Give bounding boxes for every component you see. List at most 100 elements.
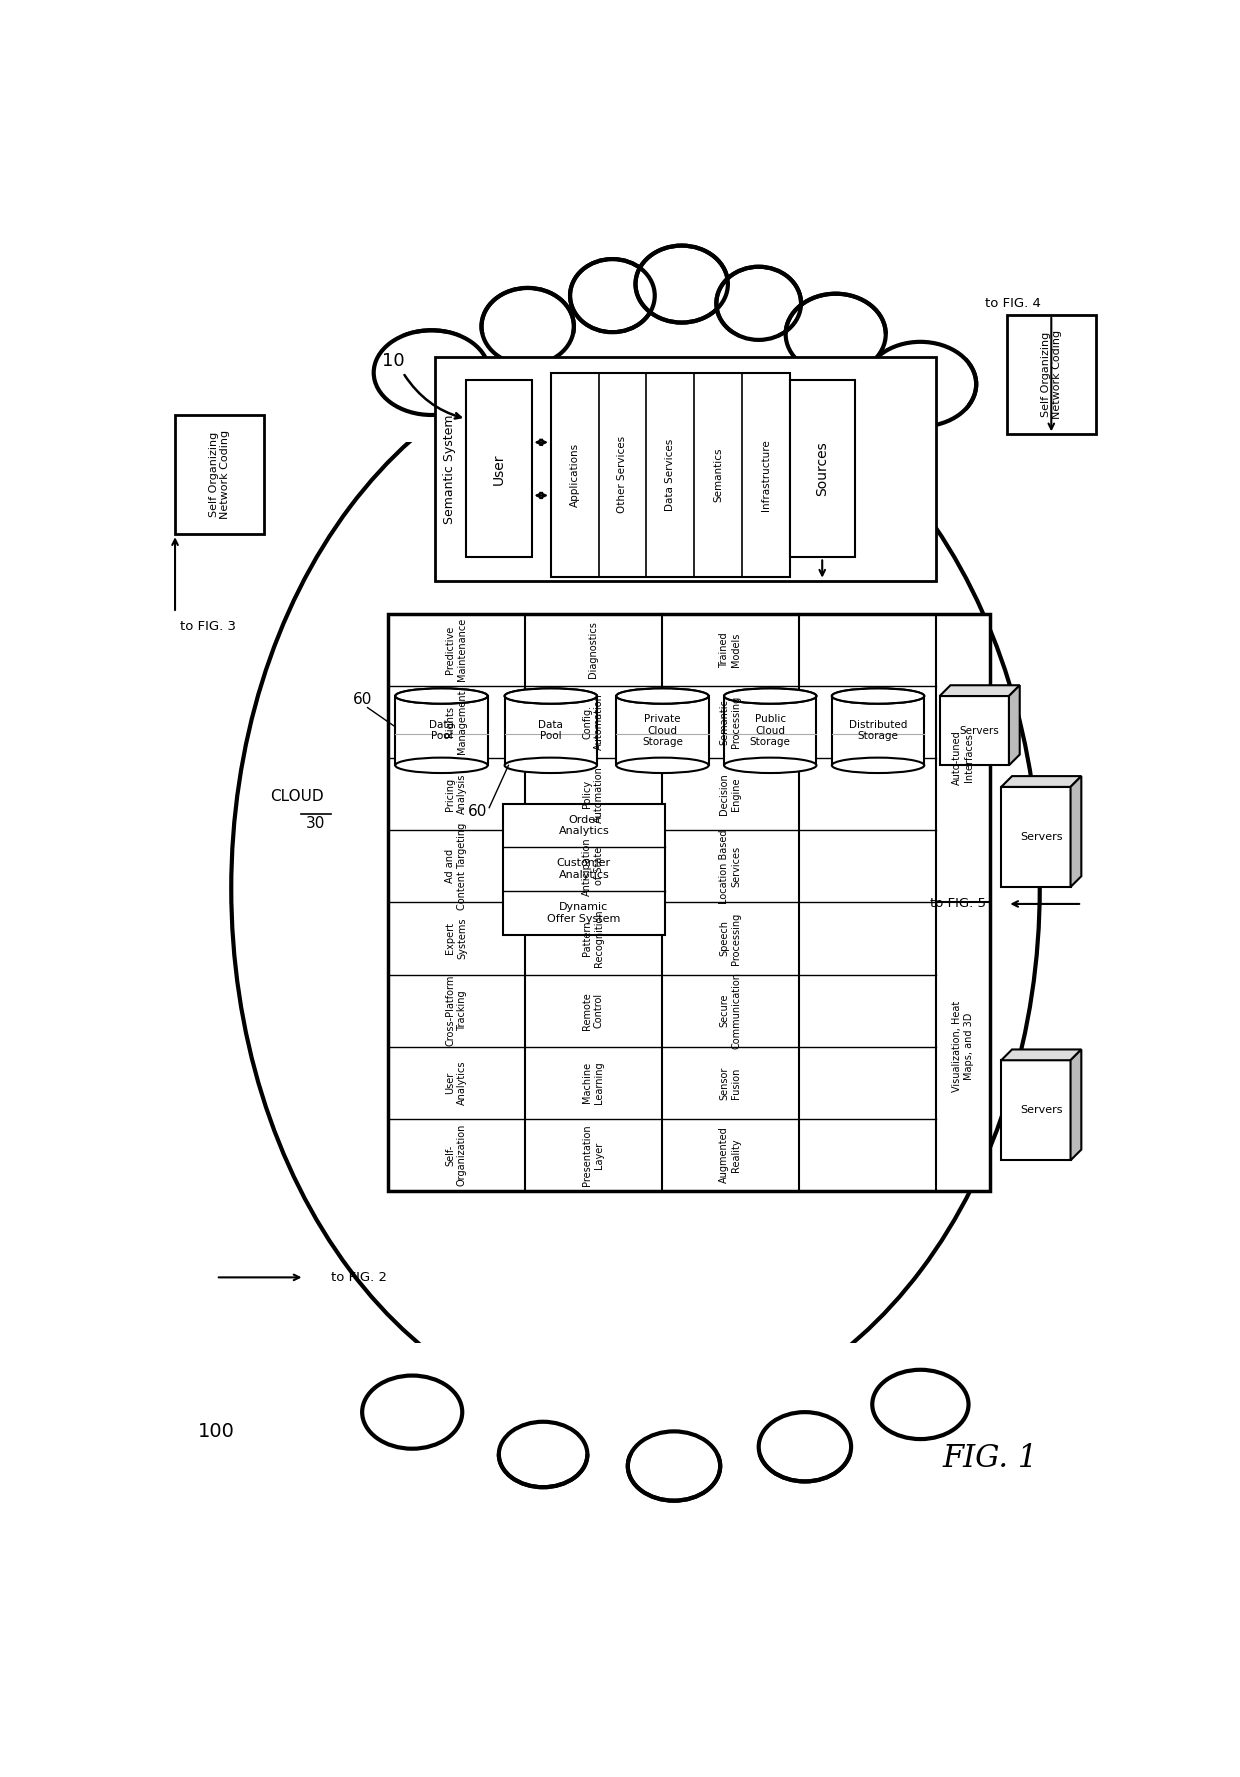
Text: Servers: Servers: [960, 725, 999, 736]
Polygon shape: [1001, 777, 1081, 787]
Ellipse shape: [505, 757, 596, 773]
FancyBboxPatch shape: [1001, 787, 1070, 887]
Ellipse shape: [724, 688, 816, 704]
Polygon shape: [312, 1343, 1006, 1455]
Text: Trained
Models: Trained Models: [719, 633, 742, 668]
Text: to FIG. 3: to FIG. 3: [180, 620, 236, 633]
FancyBboxPatch shape: [388, 613, 990, 1191]
FancyBboxPatch shape: [1007, 315, 1096, 434]
Polygon shape: [1070, 777, 1081, 887]
Text: User: User: [492, 453, 506, 485]
Polygon shape: [724, 697, 816, 766]
Text: Secure
Communication: Secure Communication: [719, 972, 742, 1048]
Text: Ad and
Content Targeting: Ad and Content Targeting: [445, 823, 467, 910]
Polygon shape: [1009, 686, 1019, 766]
Ellipse shape: [231, 350, 1040, 1427]
Ellipse shape: [725, 689, 815, 702]
Text: 60: 60: [352, 693, 372, 707]
Text: Data
Pool: Data Pool: [429, 720, 454, 741]
Ellipse shape: [717, 267, 801, 339]
Text: Rights
Management: Rights Management: [445, 689, 467, 753]
Ellipse shape: [833, 689, 923, 702]
Ellipse shape: [616, 688, 708, 704]
Text: Servers: Servers: [1021, 1105, 1063, 1116]
Text: Applications: Applications: [569, 442, 579, 506]
Text: Visualization, Heat
Maps, and 3D: Visualization, Heat Maps, and 3D: [952, 1000, 973, 1093]
Text: Pattern
Recognition: Pattern Recognition: [583, 910, 604, 967]
Polygon shape: [940, 686, 1019, 697]
Text: Data
Pool: Data Pool: [538, 720, 563, 741]
Text: Semantic
Processing: Semantic Processing: [719, 697, 742, 748]
Text: Servers: Servers: [1021, 832, 1063, 842]
Text: User
Analytics: User Analytics: [445, 1061, 467, 1105]
Ellipse shape: [786, 293, 885, 375]
FancyBboxPatch shape: [175, 416, 264, 535]
FancyBboxPatch shape: [503, 803, 665, 935]
Text: Diagnostics: Diagnostics: [588, 622, 598, 679]
Polygon shape: [832, 697, 924, 766]
Text: Semantic System: Semantic System: [443, 414, 455, 524]
Text: Location Based
Services: Location Based Services: [719, 830, 742, 903]
Text: 10: 10: [382, 352, 404, 370]
Ellipse shape: [872, 1370, 968, 1439]
Text: Self-
Organization: Self- Organization: [445, 1123, 467, 1187]
Polygon shape: [1070, 1050, 1081, 1160]
Text: Decision
Engine: Decision Engine: [719, 773, 742, 816]
Text: 30: 30: [306, 816, 326, 830]
Ellipse shape: [505, 688, 596, 704]
FancyBboxPatch shape: [1001, 1061, 1070, 1160]
Text: Presentation
Layer: Presentation Layer: [583, 1125, 604, 1185]
Ellipse shape: [616, 757, 708, 773]
Ellipse shape: [635, 245, 728, 323]
Text: Policy
Automation: Policy Automation: [583, 766, 604, 823]
Text: Config.
Automation: Config. Automation: [583, 693, 604, 750]
FancyBboxPatch shape: [940, 697, 1009, 766]
Text: Machine
Learning: Machine Learning: [583, 1061, 604, 1104]
Ellipse shape: [373, 331, 490, 416]
Text: Dynamic
Offer System: Dynamic Offer System: [547, 903, 620, 924]
Polygon shape: [1001, 1050, 1081, 1061]
Polygon shape: [616, 697, 708, 766]
Ellipse shape: [570, 259, 655, 332]
Ellipse shape: [627, 1432, 720, 1502]
FancyBboxPatch shape: [790, 380, 854, 558]
Ellipse shape: [832, 757, 924, 773]
Ellipse shape: [618, 689, 708, 702]
Text: 100: 100: [197, 1422, 234, 1441]
Text: Anticipation
of State: Anticipation of State: [583, 837, 604, 896]
Text: Pricing
Analysis: Pricing Analysis: [445, 775, 467, 814]
Text: Customer
Analytics: Customer Analytics: [557, 858, 611, 880]
Ellipse shape: [362, 1375, 463, 1448]
Text: Other Services: Other Services: [618, 435, 627, 514]
Ellipse shape: [759, 1413, 851, 1482]
Text: FIG. 1: FIG. 1: [942, 1443, 1038, 1473]
Polygon shape: [505, 697, 596, 766]
Text: Sensor
Fusion: Sensor Fusion: [719, 1066, 742, 1100]
Ellipse shape: [864, 341, 976, 426]
Polygon shape: [396, 697, 487, 766]
Text: Predictive
Maintenance: Predictive Maintenance: [445, 618, 467, 681]
Text: CLOUD: CLOUD: [270, 789, 324, 803]
Text: Cross-Platform
Tracking: Cross-Platform Tracking: [445, 976, 467, 1047]
Text: Public
Cloud
Storage: Public Cloud Storage: [750, 714, 791, 748]
Ellipse shape: [724, 757, 816, 773]
Text: Self Organizing
Network Coding: Self Organizing Network Coding: [208, 430, 231, 519]
Ellipse shape: [832, 688, 924, 704]
Text: Augmented
Reality: Augmented Reality: [719, 1127, 742, 1183]
Text: 60: 60: [467, 803, 487, 819]
Ellipse shape: [498, 1422, 588, 1487]
Text: Private
Cloud
Storage: Private Cloud Storage: [642, 714, 683, 748]
FancyBboxPatch shape: [466, 380, 532, 558]
Ellipse shape: [397, 689, 486, 702]
Text: Semantics: Semantics: [713, 448, 723, 501]
Text: Distributed
Storage: Distributed Storage: [849, 720, 908, 741]
Text: Sources: Sources: [815, 441, 830, 496]
Text: to FIG. 5: to FIG. 5: [930, 897, 986, 910]
Ellipse shape: [396, 757, 487, 773]
Ellipse shape: [506, 689, 596, 702]
Text: Auto-tuned
Interfaces: Auto-tuned Interfaces: [952, 730, 973, 785]
Text: Self Organizing
Network Coding: Self Organizing Network Coding: [1040, 331, 1063, 419]
Text: Infrastructure: Infrastructure: [760, 439, 770, 510]
Text: Speech
Processing: Speech Processing: [719, 912, 742, 965]
Text: to FIG. 4: to FIG. 4: [985, 297, 1040, 309]
